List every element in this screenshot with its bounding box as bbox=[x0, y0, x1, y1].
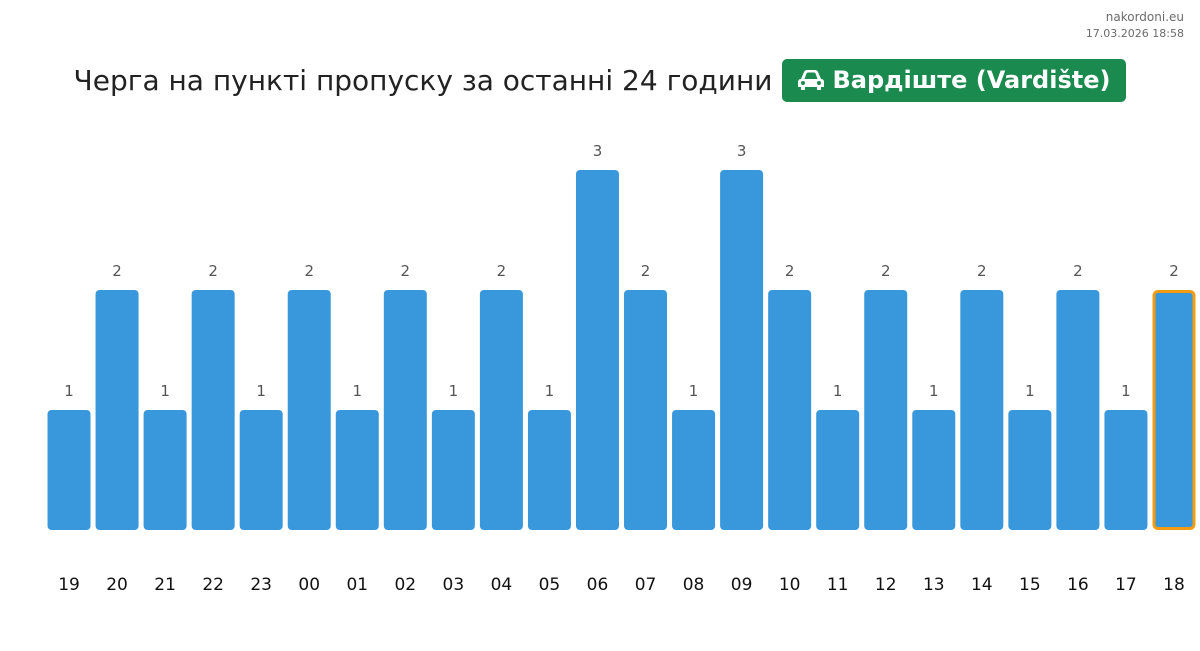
x-tick-label: 03 bbox=[443, 575, 465, 595]
value-label: 2 bbox=[497, 262, 507, 280]
x-tick-label: 13 bbox=[923, 575, 945, 595]
value-label: 1 bbox=[689, 382, 699, 400]
value-label: 2 bbox=[401, 262, 411, 280]
value-label: 2 bbox=[112, 262, 122, 280]
bar-17[interactable] bbox=[1104, 410, 1148, 530]
x-tick-label: 05 bbox=[539, 575, 561, 595]
chart-title: Черга на пункті пропуску за останні 24 г… bbox=[73, 63, 773, 97]
bar-02[interactable] bbox=[383, 290, 427, 530]
x-tick-label: 15 bbox=[1019, 575, 1041, 595]
value-label: 2 bbox=[1073, 262, 1083, 280]
x-tick-label: 17 bbox=[1115, 575, 1137, 595]
bar-23[interactable] bbox=[239, 410, 283, 530]
bar-12[interactable] bbox=[864, 290, 908, 530]
x-tick-label: 07 bbox=[635, 575, 657, 595]
bar-01[interactable] bbox=[335, 410, 379, 530]
bar-22[interactable] bbox=[191, 290, 235, 530]
checkpoint-badge: Вардіште (Vardište) bbox=[782, 58, 1127, 102]
car-icon bbox=[796, 68, 826, 92]
x-tick-label: 02 bbox=[394, 575, 416, 595]
x-tick-label: 04 bbox=[491, 575, 513, 595]
x-tick-label: 10 bbox=[779, 575, 801, 595]
bar-20[interactable] bbox=[95, 290, 139, 530]
source-info: nakordoni.eu 17.03.2026 18:58 bbox=[1086, 10, 1184, 40]
bar-06[interactable] bbox=[575, 170, 619, 530]
value-label: 1 bbox=[352, 382, 362, 400]
x-tick-label: 09 bbox=[731, 575, 753, 595]
x-tick-label: 06 bbox=[587, 575, 609, 595]
bar-18[interactable] bbox=[1152, 290, 1196, 530]
value-label: 1 bbox=[64, 382, 74, 400]
value-label: 2 bbox=[208, 262, 218, 280]
x-tick-label: 22 bbox=[202, 575, 224, 595]
bar-08[interactable] bbox=[672, 410, 716, 530]
value-label: 1 bbox=[160, 382, 170, 400]
x-tick-label: 08 bbox=[683, 575, 705, 595]
bar-15[interactable] bbox=[1008, 410, 1052, 530]
x-tick-label: 12 bbox=[875, 575, 897, 595]
checkpoint-name: Вардіште (Vardište) bbox=[832, 66, 1111, 94]
bar-11[interactable] bbox=[816, 410, 860, 530]
x-tick-label: 18 bbox=[1163, 575, 1185, 595]
value-label: 1 bbox=[929, 382, 939, 400]
bar-19[interactable] bbox=[47, 410, 91, 530]
bar-04[interactable] bbox=[479, 290, 523, 530]
x-tick-label: 21 bbox=[154, 575, 176, 595]
value-label: 2 bbox=[1169, 262, 1179, 280]
bar-03[interactable] bbox=[431, 410, 475, 530]
value-label: 2 bbox=[881, 262, 891, 280]
value-label: 2 bbox=[977, 262, 987, 280]
value-label: 1 bbox=[1121, 382, 1131, 400]
bar-16[interactable] bbox=[1056, 290, 1100, 530]
x-tick-label: 16 bbox=[1067, 575, 1089, 595]
source-timestamp: 17.03.2026 18:58 bbox=[1085, 27, 1184, 40]
x-tick-label: 01 bbox=[346, 575, 368, 595]
value-label: 1 bbox=[256, 382, 266, 400]
chart-header: Черга на пункті пропуску за останні 24 г… bbox=[0, 58, 1200, 102]
bar-21[interactable] bbox=[143, 410, 187, 530]
value-label: 2 bbox=[641, 262, 651, 280]
bar-05[interactable] bbox=[527, 410, 571, 530]
bar-09[interactable] bbox=[720, 170, 764, 530]
value-label: 1 bbox=[1025, 382, 1035, 400]
bar-07[interactable] bbox=[624, 290, 668, 530]
value-label: 3 bbox=[593, 142, 603, 160]
value-label: 1 bbox=[545, 382, 555, 400]
bar-10[interactable] bbox=[768, 290, 812, 530]
bar-00[interactable] bbox=[287, 290, 331, 530]
value-label: 2 bbox=[785, 262, 795, 280]
x-tick-label: 11 bbox=[827, 575, 849, 595]
value-label: 1 bbox=[449, 382, 459, 400]
x-tick-label: 14 bbox=[971, 575, 993, 595]
x-tick-label: 00 bbox=[298, 575, 320, 595]
x-tick-label: 20 bbox=[106, 575, 128, 595]
bar-13[interactable] bbox=[912, 410, 956, 530]
bar-14[interactable] bbox=[960, 290, 1004, 530]
value-label: 3 bbox=[737, 142, 747, 160]
source-site[interactable]: nakordoni.eu bbox=[1105, 10, 1184, 24]
value-label: 1 bbox=[833, 382, 843, 400]
value-label: 2 bbox=[304, 262, 314, 280]
x-tick-label: 19 bbox=[58, 575, 80, 595]
x-tick-label: 23 bbox=[250, 575, 272, 595]
